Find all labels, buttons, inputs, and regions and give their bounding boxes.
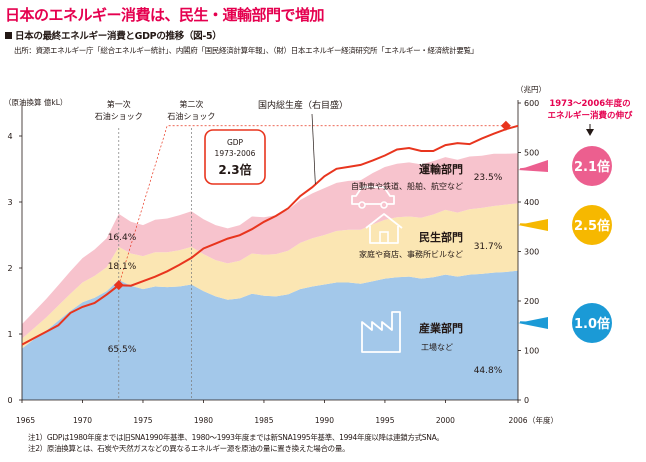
factory-icon xyxy=(361,311,401,353)
x-tick-label: 1970 xyxy=(73,416,92,425)
oil-shock-label: 第一次 xyxy=(107,99,131,109)
growth-bubble-residential xyxy=(572,205,612,245)
left-tick-label: 1 xyxy=(7,330,12,339)
right-tick-label: 300 xyxy=(524,248,539,257)
growth-header: エネルギー消費の伸び xyxy=(547,110,633,121)
right-tick-label: 100 xyxy=(524,347,539,356)
car-wheel-icon xyxy=(380,201,388,209)
oil-shock-label: 石油ショック xyxy=(167,111,215,121)
x-tick-label: 2006 xyxy=(508,416,527,425)
share-1973-residential: 18.1% xyxy=(108,262,137,272)
gdp-label-leader xyxy=(311,113,316,185)
sector-industry-share: 44.8% xyxy=(474,366,503,376)
car-wheel-icon xyxy=(358,201,366,209)
oil-shock-label: 第二次 xyxy=(179,99,203,109)
chart-subtitle: 日本の最終エネルギー消費とGDPの推移（図-5） xyxy=(5,28,222,42)
left-tick-label: 4 xyxy=(7,132,12,141)
x-tick-label: 1965 xyxy=(16,416,35,425)
right-tick-label: 200 xyxy=(524,297,539,306)
energy-gdp-chart: 0 1 2 3 4 0 100 200 300 400 500 600 1965 1970 1975 1980… xyxy=(4,84,633,425)
gdp-line xyxy=(21,124,519,346)
square-bullet-icon xyxy=(5,32,12,39)
x-tick-label: 1995 xyxy=(375,416,394,425)
share-1973-industry: 65.5% xyxy=(108,345,137,355)
right-axis-label: （兆円） xyxy=(516,84,546,94)
sector-transport-share: 23.5% xyxy=(474,173,503,183)
growth-bubble-industry-line xyxy=(519,321,549,324)
sector-residential-name: 民生部門 xyxy=(419,230,463,244)
sector-industry-sub: 工場など xyxy=(421,342,453,352)
x-tick-label: 2000 xyxy=(436,416,455,425)
gdp-box-value: 2.3倍 xyxy=(218,162,251,177)
left-axis-label: （原油換算 億kL） xyxy=(4,97,67,107)
x-axis-unit: （年度） xyxy=(528,415,558,425)
gdp-box-period: 1973-2006 xyxy=(215,149,256,158)
footnote-1: 注1）GDPは1980年度までは旧SNA1990年基準、1980〜1993年度ま… xyxy=(28,433,444,442)
growth-bubble-industry-label: 1.0倍 xyxy=(574,316,610,332)
down-arrow-icon xyxy=(586,129,594,136)
sector-industry-name: 産業部門 xyxy=(419,321,463,335)
right-tick-label: 400 xyxy=(524,198,539,207)
growth-bubble-residential-label: 2.5倍 xyxy=(574,218,610,234)
footnote-2: 注2）原油換算とは、石炭や天然ガスなどの異なるエネルギー源を原油の量に置き換えた… xyxy=(28,443,350,453)
x-tick-label: 1990 xyxy=(315,416,334,425)
area-industry xyxy=(22,270,518,400)
gdp-series-label: 国内総生産（右目盛） xyxy=(258,99,348,111)
x-tick-label: 1980 xyxy=(194,416,213,425)
left-tick-label: 2 xyxy=(7,264,12,273)
sector-transport-sub: 自動車や鉄道、船舶、航空など xyxy=(351,181,463,191)
gdp-growth-guide xyxy=(118,125,506,286)
house-door-icon xyxy=(379,231,389,244)
gdp-box-label: GDP xyxy=(227,138,244,147)
growth-bubble-transport xyxy=(572,146,612,186)
growth-bubble-transport-label: 2.1倍 xyxy=(574,159,610,175)
gdp-marker-1973 xyxy=(113,280,124,291)
share-1973-transport: 16.4% xyxy=(108,233,137,243)
footnotes: 注1）GDPは1980年度までは旧SNA1990年基準、1980〜1993年度ま… xyxy=(28,433,444,454)
growth-bubble-transport-line xyxy=(519,165,549,170)
growth-bubble-residential-line xyxy=(519,223,549,226)
x-tick-label: 1985 xyxy=(254,416,273,425)
left-tick-label: 3 xyxy=(7,198,12,207)
sector-residential-sub: 家庭や商店、事務所ビルなど xyxy=(359,249,463,259)
left-tick-label: 0 xyxy=(7,396,12,405)
x-tick-label: 1975 xyxy=(133,416,152,425)
right-tick-label: 500 xyxy=(524,149,539,158)
sector-transport-name: 運輸部門 xyxy=(419,162,463,176)
chart-subtitle-text: 日本の最終エネルギー消費とGDPの推移（図-5） xyxy=(15,31,222,42)
growth-bubble-industry xyxy=(572,303,612,343)
growth-header: 1973〜2006年度の xyxy=(549,98,630,109)
source-credit: 出所：資源エネルギー庁「総合エネルギー統計」、内閣府「国民経済計算年報」、（財）… xyxy=(14,46,478,55)
car-icon xyxy=(351,186,395,205)
page-title: 日本のエネルギー消費は、民生・運輸部門で増加 xyxy=(5,6,325,24)
right-tick-label: 0 xyxy=(524,396,529,405)
sector-residential-share: 31.7% xyxy=(474,242,503,252)
area-residential xyxy=(22,203,518,349)
oil-shock-label: 石油ショック xyxy=(95,111,143,121)
gdp-marker-2006 xyxy=(500,120,511,131)
gdp-growth-box xyxy=(204,129,266,185)
right-tick-label: 600 xyxy=(524,99,539,108)
